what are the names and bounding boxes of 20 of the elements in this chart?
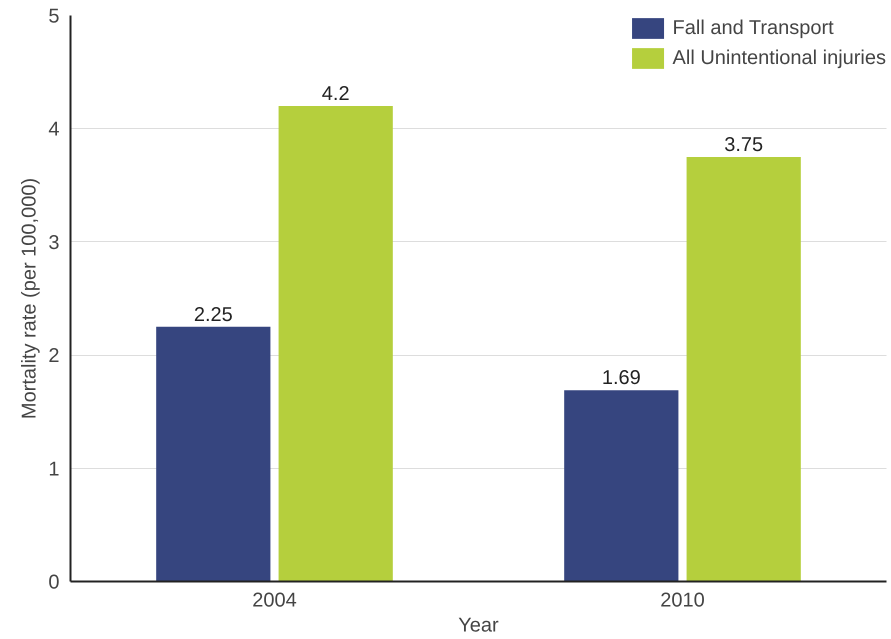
x-axis-title: Year bbox=[458, 614, 500, 636]
y-tick-label: 1 bbox=[48, 458, 60, 480]
data-label: 1.69 bbox=[602, 367, 641, 390]
x-tick-label: 2010 bbox=[660, 590, 705, 612]
y-tick-label: 4 bbox=[48, 118, 60, 141]
data-label: 2.25 bbox=[194, 304, 233, 326]
y-tick-label: 3 bbox=[48, 232, 60, 254]
bar bbox=[564, 390, 678, 582]
legend-label: All Unintentional injuries bbox=[672, 46, 886, 70]
bar bbox=[156, 326, 270, 582]
y-axis-title: Mortality rate (per 100,000) bbox=[18, 178, 40, 420]
bar bbox=[686, 157, 801, 582]
bar bbox=[278, 106, 393, 582]
y-tick-label: 5 bbox=[48, 6, 60, 28]
data-label: 3.75 bbox=[724, 134, 764, 156]
x-tick-label: 2004 bbox=[252, 590, 297, 612]
data-label: 4.2 bbox=[322, 83, 350, 106]
y-tick-label: 0 bbox=[48, 572, 60, 594]
legend-label: Fall and Transport bbox=[672, 16, 834, 40]
y-tick-label: 2 bbox=[48, 345, 60, 368]
